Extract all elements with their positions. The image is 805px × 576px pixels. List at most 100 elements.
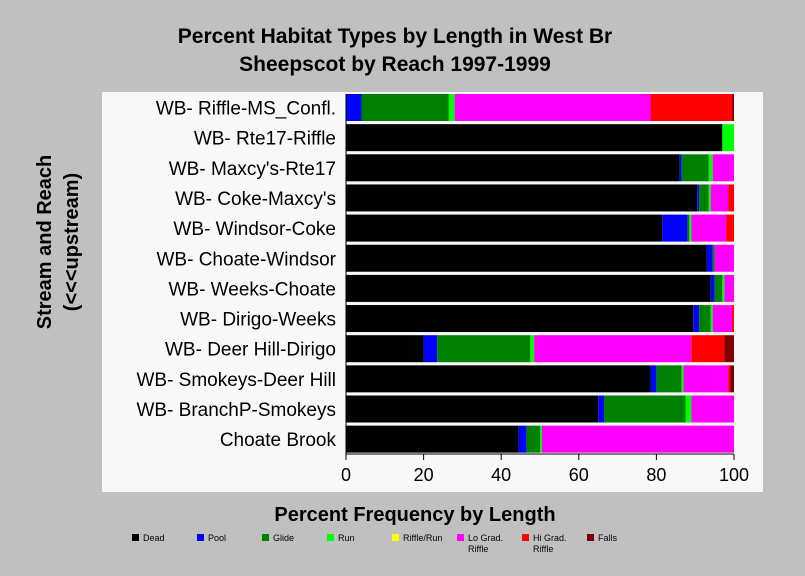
legend-swatch-0 xyxy=(132,534,139,541)
legend-label-1: Pool xyxy=(208,533,226,543)
bar-segment-dead-7 xyxy=(346,305,694,333)
bar-segment-dead-5 xyxy=(346,244,707,272)
bar-segment-falls-0 xyxy=(732,94,734,121)
bar-segment-pool-10 xyxy=(598,395,605,423)
bar-segment-dead-9 xyxy=(346,365,651,393)
bar-segment-pool-4 xyxy=(662,214,688,242)
y-axis-label-line1: Stream and Reach xyxy=(34,155,56,330)
legend-label-0: Dead xyxy=(143,533,165,543)
legend: Dead Pool Glide Run Riffle/Run Lo Grad.Riffle… xyxy=(132,533,618,554)
legend-swatch-3 xyxy=(327,534,334,541)
bar-segment-hi-grad-riffle-0 xyxy=(650,94,733,121)
bar-segment-hi-grad-riffle-8 xyxy=(691,335,725,363)
bar-segment-lo-grad-riffle-5 xyxy=(714,244,734,272)
bar-segment-glide-6 xyxy=(714,274,723,302)
legend-swatch-5 xyxy=(457,534,464,541)
y-axis-label-2: (<<<upstream) xyxy=(61,173,83,311)
bar-segment-lo-grad-riffle-2 xyxy=(712,154,734,182)
x-tick-label-5: 100 xyxy=(719,465,749,485)
legend-label-2: Glide xyxy=(273,533,294,543)
bar-segment-run-10 xyxy=(685,395,692,423)
bar-segment-run-4 xyxy=(689,214,692,242)
y-axis-label-line2: (<<<upstream) xyxy=(61,173,83,311)
bar-segment-falls-8 xyxy=(724,335,734,363)
bar-segment-dead-3 xyxy=(346,184,698,212)
bars-group xyxy=(346,94,734,453)
bar-segment-glide-7 xyxy=(699,305,711,333)
bar-segment-glide-4 xyxy=(687,214,690,242)
bar-segment-lo-grad-riffle-3 xyxy=(710,184,729,212)
y-axis-label: Stream and Reach xyxy=(34,155,56,330)
bar-segment-glide-9 xyxy=(656,365,682,393)
category-label-0: WB- Riffle-MS_Confl. xyxy=(156,99,336,120)
legend-label-7: Falls xyxy=(598,533,618,543)
bar-segment-glide-0 xyxy=(361,94,449,121)
legend-swatch-1 xyxy=(197,534,204,541)
bar-segment-pool-9 xyxy=(650,365,657,393)
bar-segment-pool-6 xyxy=(710,274,715,302)
x-tick-label-3: 60 xyxy=(569,465,589,485)
bar-segment-hi-grad-riffle-3 xyxy=(728,184,734,212)
bar-segment-pool-11 xyxy=(518,425,527,453)
bar-segment-hi-grad-riffle-7 xyxy=(732,305,734,333)
bar-segment-lo-grad-riffle-9 xyxy=(683,365,729,393)
x-axis-ticks: 0 20 40 60 80 100 xyxy=(341,94,749,485)
bar-segment-lo-grad-riffle-4 xyxy=(691,214,727,242)
bar-segment-dead-1 xyxy=(346,124,723,152)
bar-segment-run-3 xyxy=(708,184,711,212)
bar-segment-lo-grad-riffle-10 xyxy=(691,395,734,423)
bar-segment-lo-grad-riffle-8 xyxy=(534,335,692,363)
x-tick-label-4: 80 xyxy=(646,465,666,485)
legend-label-4: Riffle/Run xyxy=(403,533,442,543)
bar-segment-run-6 xyxy=(722,274,725,302)
category-label-9: WB- Smokeys-Deer Hill xyxy=(136,370,336,391)
bar-segment-pool-8 xyxy=(423,335,438,363)
bar-segment-pool-3 xyxy=(697,184,700,212)
bar-segment-lo-grad-riffle-0 xyxy=(454,94,651,121)
chart-title-line1: Percent Habitat Types by Length in West … xyxy=(178,25,612,48)
legend-label-6-line2: Riffle xyxy=(533,544,553,554)
category-label-5: WB- Choate-Windsor xyxy=(157,249,337,270)
bar-segment-pool-0 xyxy=(346,94,362,121)
legend-label-6: Hi Grad. xyxy=(533,533,567,543)
legend-swatch-7 xyxy=(587,534,594,541)
legend-swatch-6 xyxy=(522,534,529,541)
x-tick-label-1: 20 xyxy=(414,465,434,485)
bar-segment-glide-10 xyxy=(604,395,686,423)
bar-segment-dead-6 xyxy=(346,274,711,302)
bar-segment-pool-2 xyxy=(679,154,682,182)
legend-swatch-4 xyxy=(392,534,399,541)
bar-segment-falls-9 xyxy=(730,365,734,393)
bar-segment-run-1 xyxy=(722,124,734,152)
bar-segment-dead-4 xyxy=(346,214,663,242)
category-label-1: WB- Rte17-Riffle xyxy=(194,129,336,150)
category-label-11: Choate Brook xyxy=(220,430,337,451)
x-tick-label-2: 40 xyxy=(491,465,511,485)
category-label-6: WB- Weeks-Choate xyxy=(168,279,336,300)
bar-segment-run-2 xyxy=(708,154,713,182)
bar-segment-glide-3 xyxy=(699,184,709,212)
category-label-8: WB- Deer Hill-Dirigo xyxy=(165,340,336,361)
category-label-2: WB- Maxcy's-Rte17 xyxy=(169,159,336,180)
bar-segment-glide-8 xyxy=(437,335,531,363)
bar-segment-run-7 xyxy=(710,305,713,333)
legend-swatch-2 xyxy=(262,534,269,541)
bar-segment-run-8 xyxy=(530,335,535,363)
bar-segment-glide-5 xyxy=(712,244,715,272)
bar-segment-lo-grad-riffle-6 xyxy=(724,274,734,302)
bar-segment-hi-grad-riffle-9 xyxy=(728,365,731,393)
category-label-7: WB- Dirigo-Weeks xyxy=(180,310,336,331)
bar-segment-run-0 xyxy=(448,94,455,121)
bar-segment-lo-grad-riffle-11 xyxy=(541,425,734,453)
category-labels: WB- Riffle-MS_Confl. WB- Rte17-Riffle WB- … xyxy=(136,99,336,452)
bar-segment-lo-grad-riffle-7 xyxy=(712,305,733,333)
bar-segment-dead-2 xyxy=(346,154,680,182)
legend-label-5: Lo Grad. xyxy=(468,533,503,543)
bar-segment-glide-2 xyxy=(681,154,709,182)
bar-segment-pool-5 xyxy=(706,244,713,272)
bar-segment-glide-11 xyxy=(526,425,540,453)
bar-segment-dead-11 xyxy=(346,425,519,453)
bar-segment-run-11 xyxy=(540,425,542,453)
bar-segment-hi-grad-riffle-4 xyxy=(726,214,734,242)
